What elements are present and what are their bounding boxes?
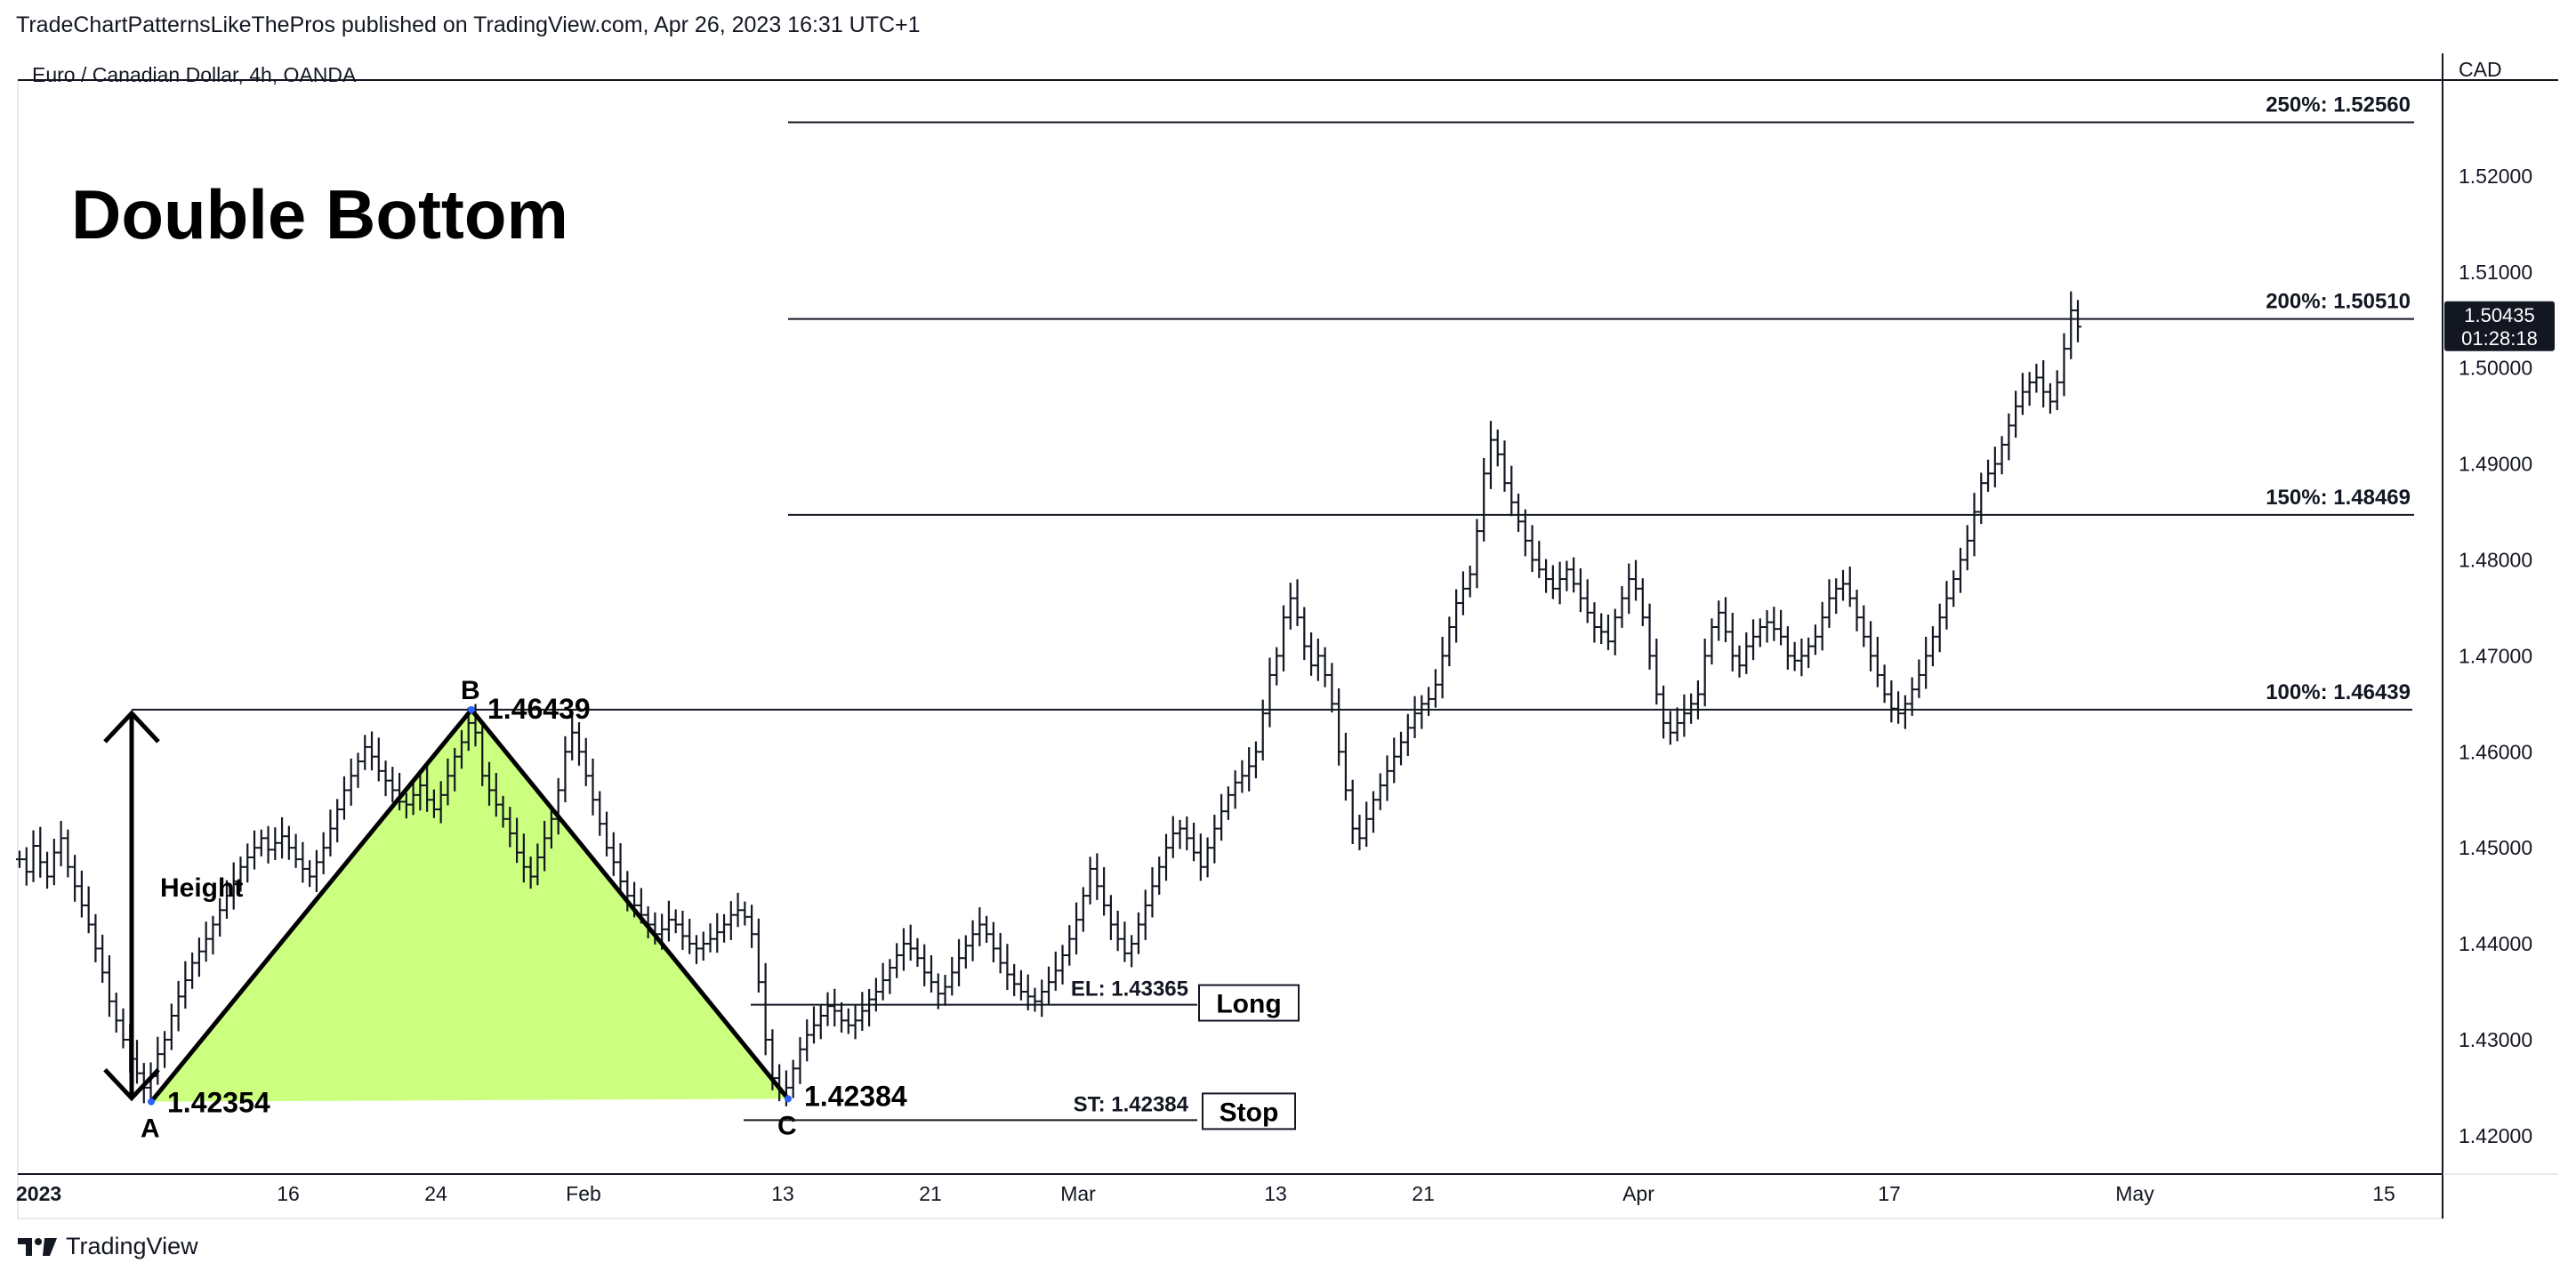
- time-tick-label: 21: [1412, 1182, 1435, 1205]
- published-by-line: TradeChartPatternsLikeThePros published …: [16, 12, 921, 37]
- fib-level-label: 250%: 1.52560: [2266, 93, 2411, 117]
- tradingview-brand[interactable]: TradingView: [18, 1233, 198, 1260]
- point-c-price: 1.42384: [804, 1080, 907, 1112]
- price-tick-label: 1.52000: [2459, 165, 2532, 188]
- price-tick-label: 1.47000: [2459, 644, 2532, 667]
- price-tick-label: 1.43000: [2459, 1028, 2532, 1051]
- price-tick-label: 1.42000: [2459, 1124, 2532, 1147]
- price-tick-label: 1.50000: [2459, 357, 2532, 380]
- currency-label: CAD: [2459, 58, 2502, 81]
- stop-tag: Stop: [1220, 1098, 1279, 1127]
- time-tick-label: 24: [424, 1182, 447, 1205]
- price-tick-label: 1.45000: [2459, 836, 2532, 859]
- time-tick-label: 15: [2372, 1182, 2395, 1205]
- time-tick-label: 2023: [16, 1182, 61, 1205]
- fib-level-label: 200%: 1.50510: [2266, 290, 2411, 314]
- price-tick-label: 1.44000: [2459, 932, 2532, 955]
- time-tick-label: May: [2115, 1182, 2154, 1205]
- long-tag: Long: [1216, 990, 1281, 1019]
- price-tick-label: 1.51000: [2459, 261, 2532, 284]
- point-a-price: 1.42354: [167, 1087, 270, 1119]
- point-b-marker: [468, 705, 475, 713]
- current-price-badge: [2444, 301, 2555, 351]
- stop-tag-box: [1202, 1092, 1296, 1130]
- time-tick-label: Apr: [1622, 1182, 1654, 1205]
- time-tick-label: 13: [1264, 1182, 1287, 1205]
- time-tick-label: 17: [1878, 1182, 1901, 1205]
- price-tick-label: 1.48000: [2459, 548, 2532, 571]
- long-tag-box: [1198, 984, 1300, 1022]
- time-tick-label: Mar: [1060, 1182, 1096, 1205]
- price-tick-label: 1.46000: [2459, 740, 2532, 763]
- fib-level-label: 150%: 1.48469: [2266, 486, 2411, 510]
- point-c-label: C: [777, 1111, 797, 1140]
- time-tick-label: 16: [277, 1182, 300, 1205]
- price-bars: [16, 291, 2081, 1106]
- fib-level-label: 100%: 1.46439: [2266, 680, 2411, 704]
- height-measure-arrow: [103, 710, 160, 1102]
- bar-countdown: 01:28:18: [2461, 327, 2538, 350]
- entry-level-label: EL: 1.43365: [1071, 977, 1188, 1001]
- pattern-fill-area: [151, 709, 788, 1102]
- point-b-price: 1.46439: [487, 693, 591, 725]
- time-tick-label: 21: [919, 1182, 942, 1205]
- height-label: Height: [160, 873, 243, 903]
- point-c-marker: [785, 1095, 792, 1103]
- price-axis-ticks: 1.42000 1.43000 1.44000 1.45000 1.46000 1.470…: [2459, 165, 2532, 1147]
- time-tick-label: Feb: [566, 1182, 601, 1205]
- point-b-label: B: [461, 676, 480, 705]
- price-tick-label: 1.49000: [2459, 453, 2532, 476]
- point-a-label: A: [141, 1114, 160, 1144]
- time-axis-ticks: 2023 16 24 Feb 13 21 Mar 13 21 Apr 17 May 15: [16, 1182, 2395, 1205]
- time-tick-label: 13: [771, 1182, 794, 1205]
- chart-title: Double Bottom: [71, 175, 568, 253]
- brand-name: TradingView: [66, 1233, 198, 1259]
- point-a-marker: [148, 1098, 155, 1106]
- tradingview-logo-icon: [18, 1237, 57, 1256]
- symbol-title: Euro / Canadian Dollar, 4h, OANDA: [32, 63, 357, 86]
- stop-level-label: ST: 1.42384: [1074, 1092, 1189, 1116]
- current-price: 1.50435: [2464, 304, 2535, 326]
- fib-extension-levels: 250%: 1.52560 200%: 1.50510 150%: 1.48469 1…: [788, 93, 2414, 704]
